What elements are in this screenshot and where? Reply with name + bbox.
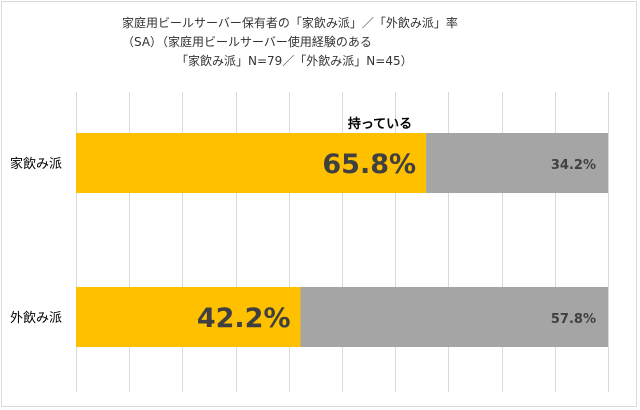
bar-series [76,133,608,347]
chart-title-line-2: （SA）（家庭用ビールサーバー使用経験のある [122,35,372,49]
bar-segment-secondary [300,287,608,347]
data-label: 34.2% [551,158,596,173]
chart-title-line-1: 家庭用ビールサーバー保有者の「家飲み派」／「外飲み派」率 [122,16,458,30]
data-label: 57.8% [551,312,596,327]
data-label: 42.2% [197,303,291,334]
category-label: 外飲み派 [10,310,62,326]
data-labels: 65.8% 34.2% 42.2% 57.8% [197,149,596,334]
bar-segment-primary [76,133,427,193]
data-label: 65.8% [322,149,416,180]
series-annotation: 持っている [348,116,412,132]
bar-segment-primary [76,287,301,347]
bar-segment-secondary [426,133,608,193]
category-label: 家飲み派 [10,156,62,172]
chart-title-line-3: 「家飲み派」N=79／「外飲み派」N=45） [176,54,413,68]
